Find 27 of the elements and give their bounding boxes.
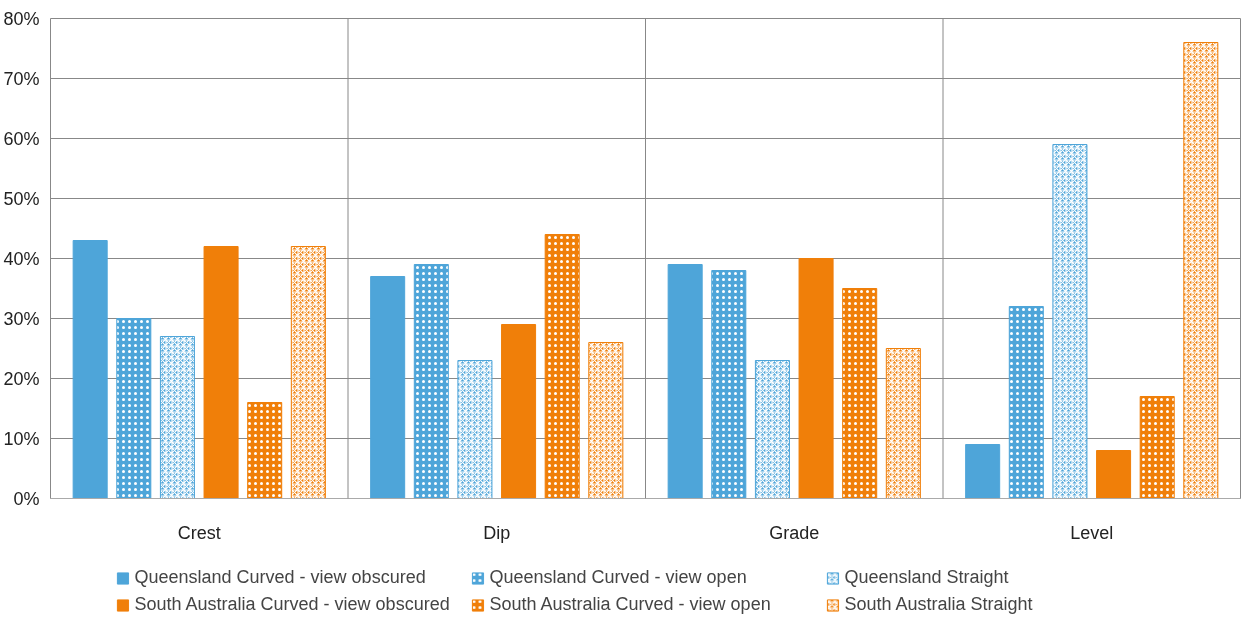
bar	[370, 276, 406, 499]
x-tick-label: Crest	[177, 522, 221, 543]
legend-label: Queensland Straight	[844, 567, 1010, 588]
y-tick-label: 50%	[3, 188, 40, 209]
y-tick-label: 0%	[13, 488, 40, 509]
y-tick-label: 70%	[3, 68, 40, 89]
bar	[203, 246, 239, 499]
bar	[501, 324, 537, 499]
legend-label: South Australia Curved - view obscured	[134, 594, 451, 615]
y-tick-label: 60%	[3, 128, 40, 149]
bar	[667, 264, 703, 499]
legend-label: Queensland Curved - view obscured	[134, 567, 427, 588]
legend-label: Queensland Curved - view open	[489, 567, 748, 588]
y-tick-label: 80%	[3, 8, 40, 29]
legend-label: South Australia Curved - view open	[489, 594, 772, 615]
y-tick-label: 20%	[3, 368, 40, 389]
x-tick-label: Grade	[769, 522, 820, 543]
bar	[965, 444, 1001, 499]
legend-label: South Australia Straight	[844, 594, 1034, 615]
x-tick-label: Dip	[483, 522, 511, 543]
y-tick-label: 10%	[3, 428, 40, 449]
bar	[72, 240, 108, 499]
bar	[1096, 450, 1132, 499]
bar	[798, 258, 834, 499]
y-tick-label: 30%	[3, 308, 40, 329]
y-tick-label: 40%	[3, 248, 40, 269]
x-tick-label: Level	[1070, 522, 1114, 543]
